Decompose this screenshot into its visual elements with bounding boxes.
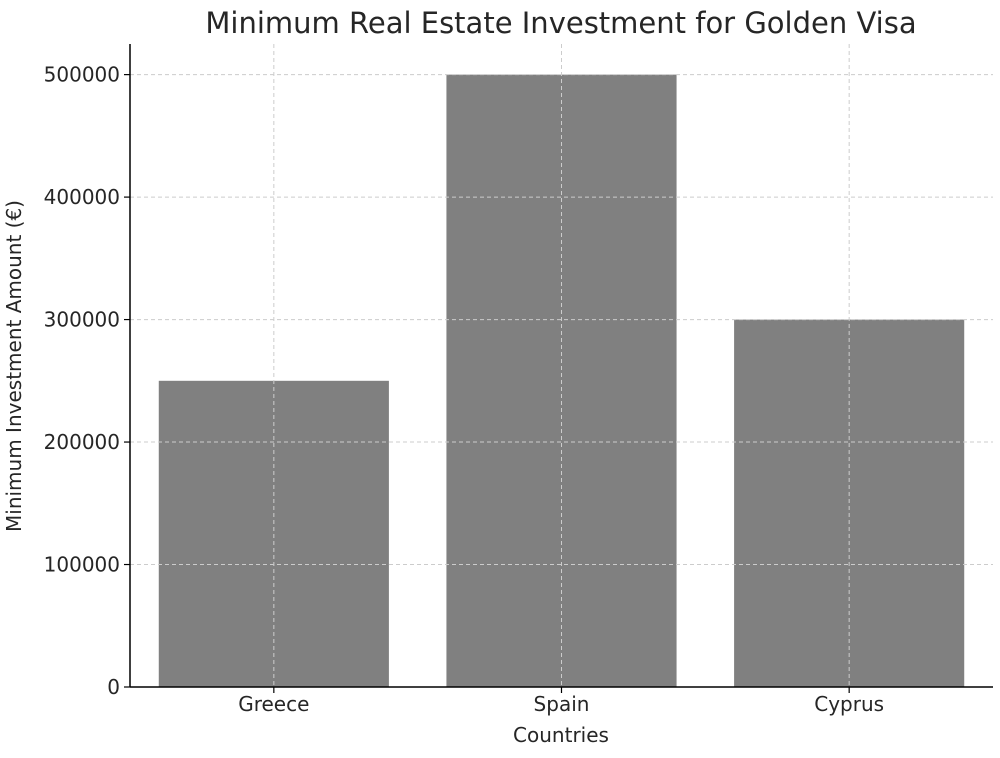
ticks-layer: 0 100000 200000 300000 400000 500000 Greece Spa… <box>44 63 884 716</box>
y-tick-label: 400000 <box>44 185 120 209</box>
y-tick-label: 500000 <box>44 63 120 87</box>
y-axis-label: Minimum Investment Amount (€) <box>2 200 26 532</box>
x-tick-label: Spain <box>534 692 590 716</box>
x-axis-label: Countries <box>513 723 609 747</box>
y-tick-label: 100000 <box>44 553 120 577</box>
y-tick-label: 300000 <box>44 308 120 332</box>
x-tick-label: Greece <box>238 692 309 716</box>
x-tick-label: Cyprus <box>814 692 884 716</box>
chart-title: Minimum Real Estate Investment for Golde… <box>205 6 916 40</box>
y-tick-label: 200000 <box>44 430 120 454</box>
y-tick-label: 0 <box>107 675 120 699</box>
